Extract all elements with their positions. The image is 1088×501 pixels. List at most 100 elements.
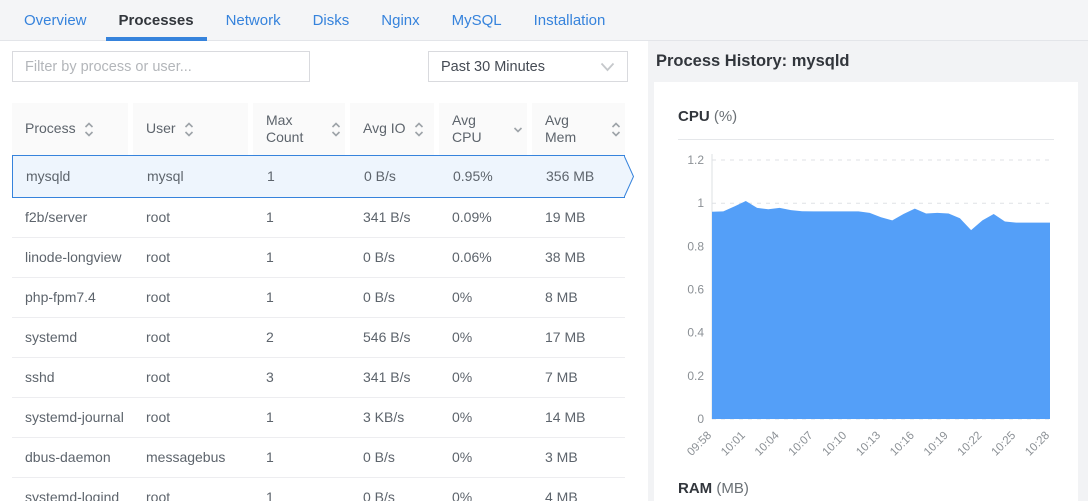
cell-user: root (146, 289, 171, 306)
history-card: CPU (%) 0 0.2 0.4 0.6 0.8 1 1.2 09:58 10:01 10:04… (654, 82, 1078, 501)
selected-row-arrow-icon (624, 155, 635, 198)
cell-max-count: 3 (266, 369, 274, 386)
cell-avg-io: 0 B/s (363, 449, 395, 466)
ram-chart-title: RAM (MB) (678, 480, 1054, 497)
cell-user: root (146, 409, 171, 426)
cell-process: systemd-logind (25, 489, 120, 501)
column-label: Avg IO (363, 120, 406, 137)
chevron-down-icon (600, 62, 615, 71)
column-header-avg-cpu[interactable]: Avg CPU (439, 103, 527, 155)
tab-bar: Overview Processes Network Disks Nginx MySQL I… (0, 0, 1088, 41)
svg-text:0.8: 0.8 (687, 239, 704, 253)
table-row-dbus-daemon[interactable]: dbus-daemon messagebus 1 0 B/s 0% 3 MB (12, 438, 625, 478)
cell-avg-io: 341 B/s (363, 369, 411, 386)
svg-text:1: 1 (697, 196, 704, 210)
svg-text:10:25: 10:25 (989, 430, 1018, 459)
filter-row: Past 30 Minutes (12, 51, 648, 82)
table-row-systemd[interactable]: systemd root 2 546 B/s 0% 17 MB (12, 318, 625, 358)
cpu-area-chart: 00.20.40.60.811.209:58 10:01 10:04 10:07 10:… (685, 153, 1052, 459)
cell-avg-cpu: 0% (452, 369, 473, 386)
cell-max-count: 1 (266, 489, 274, 501)
ram-unit-label: (MB) (716, 480, 749, 497)
sort-icon (611, 121, 621, 137)
column-header-user[interactable]: User (133, 103, 248, 155)
process-table: Process User Max Count Avg IO Avg CPU Avg Mem… (12, 103, 635, 501)
svg-text:0.6: 0.6 (687, 283, 704, 297)
tab-mysql[interactable]: MySQL (451, 11, 502, 29)
cell-avg-cpu: 0% (452, 489, 473, 501)
cell-max-count: 1 (266, 289, 274, 306)
svg-text:0: 0 (697, 412, 704, 426)
tab-overview[interactable]: Overview (24, 11, 87, 29)
table-row-f2b/server[interactable]: f2b/server root 1 341 B/s 0.09% 19 MB (12, 198, 625, 238)
cell-process: dbus-daemon (25, 449, 111, 466)
cell-avg-cpu: 0% (452, 449, 473, 466)
svg-text:10:19: 10:19 (922, 430, 951, 459)
svg-text:10:13: 10:13 (854, 430, 883, 459)
table-row-systemd-logind[interactable]: systemd-logind root 1 0 B/s 0% 4 MB (12, 478, 625, 501)
tab-processes[interactable]: Processes (105, 0, 207, 41)
table-row-linode-longview[interactable]: linode-longview root 1 0 B/s 0.06% 38 MB (12, 238, 625, 278)
svg-text:10:10: 10:10 (820, 430, 849, 459)
cell-avg-mem: 356 MB (546, 168, 595, 185)
table-row-mysqld[interactable]: mysqld mysql 1 0 B/s 0.95% 356 MB (12, 155, 635, 198)
tab-nginx[interactable]: Nginx (381, 11, 420, 29)
ram-label: RAM (678, 480, 713, 497)
table-header-row: Process User Max Count Avg IO Avg CPU Avg Mem (12, 103, 625, 155)
cell-process: php-fpm7.4 (25, 289, 96, 306)
svg-text:10:28: 10:28 (1023, 430, 1052, 459)
table-row-sshd[interactable]: sshd root 3 341 B/s 0% 7 MB (12, 358, 625, 398)
cell-user: root (146, 489, 171, 501)
cell-process: systemd (25, 329, 78, 346)
cell-max-count: 1 (266, 449, 274, 466)
table-row-php-fpm7.4[interactable]: php-fpm7.4 root 1 0 B/s 0% 8 MB (12, 278, 625, 318)
tab-disks[interactable]: Disks (312, 11, 350, 29)
process-table-pane: Past 30 Minutes Process User Max Count Avg … (0, 41, 648, 501)
tab-installation[interactable]: Installation (533, 11, 606, 29)
cell-avg-mem: 19 MB (545, 209, 586, 226)
cell-avg-io: 341 B/s (363, 209, 411, 226)
column-label: Max Count (266, 111, 304, 146)
svg-text:10:04: 10:04 (753, 429, 782, 458)
cell-user: root (146, 329, 171, 346)
cell-avg-cpu: 0% (452, 329, 473, 346)
cell-avg-mem: 4 MB (545, 489, 578, 501)
sort-icon (331, 121, 341, 137)
cell-avg-cpu: 0.95% (453, 168, 493, 185)
svg-text:1.2: 1.2 (687, 153, 704, 167)
tab-network[interactable]: Network (225, 11, 281, 29)
cell-avg-io: 3 KB/s (363, 409, 405, 426)
cell-avg-mem: 38 MB (545, 249, 586, 266)
cell-avg-mem: 3 MB (545, 449, 578, 466)
column-header-process[interactable]: Process (12, 103, 128, 155)
cell-avg-cpu: 0% (452, 289, 473, 306)
table-body: mysqld mysql 1 0 B/s 0.95% 356 MB f2b/server ro… (12, 155, 635, 501)
column-header-max-count[interactable]: Max Count (253, 103, 345, 155)
cell-process: linode-longview (25, 249, 122, 266)
process-history-panel: Process History: mysqld CPU (%) 0 0.2 0.4 0… (648, 41, 1088, 501)
svg-text:10:16: 10:16 (888, 430, 917, 459)
time-range-value: Past 30 Minutes (441, 58, 545, 75)
cpu-unit-label: (%) (713, 108, 738, 125)
process-filter-input[interactable] (12, 51, 310, 82)
cell-max-count: 1 (266, 209, 274, 226)
main-content: Past 30 Minutes Process User Max Count Avg … (0, 41, 1088, 501)
column-header-avg-mem[interactable]: Avg Mem (532, 103, 625, 155)
time-range-select[interactable]: Past 30 Minutes (428, 51, 628, 82)
column-label: Avg Mem (545, 111, 577, 146)
table-row-systemd-journal[interactable]: systemd-journal root 1 3 KB/s 0% 14 MB (12, 398, 625, 438)
cell-max-count: 1 (267, 168, 275, 185)
cell-avg-cpu: 0.09% (452, 209, 492, 226)
cell-user: root (146, 249, 171, 266)
cell-avg-io: 0 B/s (364, 168, 396, 185)
sort-icon (84, 121, 94, 137)
svg-text:10:01: 10:01 (719, 430, 748, 459)
column-header-avg-io[interactable]: Avg IO (350, 103, 434, 155)
sort-icon (414, 121, 424, 137)
cpu-label: CPU (678, 108, 710, 125)
column-label: Process (25, 120, 76, 137)
cell-max-count: 1 (266, 409, 274, 426)
column-label: Avg CPU (452, 111, 482, 146)
cell-avg-io: 546 B/s (363, 329, 411, 346)
cell-avg-io: 0 B/s (363, 489, 395, 501)
